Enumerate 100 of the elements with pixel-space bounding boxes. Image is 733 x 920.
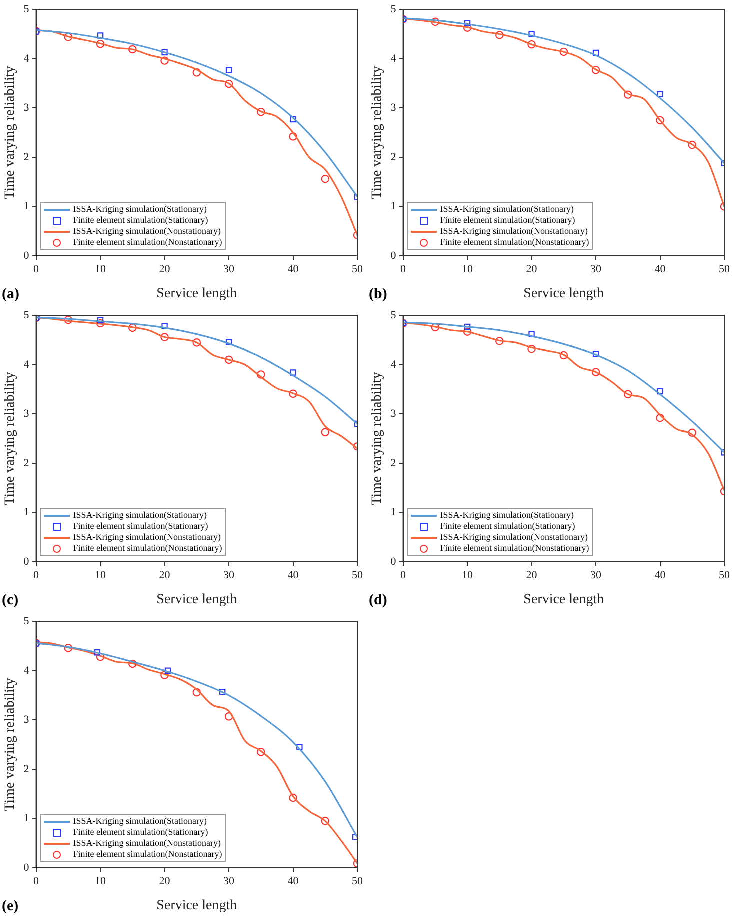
x-tick-label: 10 — [95, 569, 107, 582]
x-tick-label: 50 — [719, 263, 730, 276]
point — [592, 368, 600, 376]
point — [224, 80, 234, 88]
y-tick-label: 0 — [24, 862, 30, 874]
point — [656, 116, 664, 125]
point — [321, 817, 330, 826]
point — [256, 748, 266, 756]
y-tick-label: 5 — [24, 309, 30, 322]
point — [160, 56, 169, 65]
point — [256, 370, 266, 379]
y-tick-label: 3 — [24, 102, 30, 114]
x-tick-label: 30 — [224, 875, 236, 888]
x-tick-label: 0 — [34, 875, 40, 888]
legend-label: Finite element simulation(Stationary) — [73, 827, 208, 838]
point — [224, 356, 234, 364]
legend-label: Finite element simulation(Stationary) — [73, 215, 208, 226]
x-tick-label: 40 — [288, 875, 300, 888]
legend-label: ISSA-Kriging simulation(Stationary) — [73, 204, 208, 215]
point — [289, 794, 298, 802]
point — [192, 338, 202, 347]
y-tick-label: 0 — [390, 250, 397, 262]
y-tick-label: 4 — [24, 52, 30, 65]
y-tick-label: 4 — [24, 358, 30, 371]
y-tick-label: 5 — [390, 3, 397, 16]
x-tick-label: 20 — [159, 263, 171, 276]
point — [64, 316, 73, 324]
x-tick-label: 40 — [654, 569, 666, 582]
point — [528, 344, 536, 354]
legend-label: Finite element simulation(Stationary) — [440, 215, 576, 226]
y-tick-label: 3 — [390, 408, 397, 420]
legend-label: ISSA-Kriging simulation(Stationary) — [73, 816, 208, 827]
x-tick-label: 50 — [352, 875, 364, 888]
point — [64, 33, 73, 42]
y-tick-label: 4 — [390, 358, 397, 371]
y-axis-title: Time varying reliability — [3, 372, 18, 506]
x-axis-title: Service length — [156, 592, 238, 608]
point — [656, 414, 664, 422]
legend-label: ISSA-Kriging simulation(Nonstationary) — [73, 532, 222, 543]
point — [256, 108, 266, 116]
legend-label: Finite element simulation(Stationary) — [440, 521, 576, 532]
legend-label: Finite element simulation(Stationary) — [73, 521, 208, 532]
y-axis-title: Time varying reliability — [3, 66, 18, 200]
legend-label: ISSA-Kriging simulation(Nonstationary) — [440, 226, 588, 237]
point — [592, 66, 600, 74]
legend-label: ISSA-Kriging simulation(Nonstationary) — [73, 838, 222, 849]
x-tick-label: 10 — [462, 569, 474, 582]
legend-label: ISSA-Kriging simulation(Nonstationary) — [73, 226, 222, 237]
x-tick-label: 0 — [34, 569, 40, 582]
y-tick-label: 2 — [24, 763, 30, 776]
x-tick-label: 20 — [526, 263, 538, 276]
point — [96, 652, 105, 662]
point — [97, 32, 104, 39]
x-tick-label: 30 — [590, 263, 602, 276]
point — [64, 644, 73, 652]
point — [226, 67, 232, 74]
x-tick-label: 10 — [95, 263, 107, 276]
y-tick-label: 2 — [24, 151, 30, 164]
y-tick-label: 2 — [24, 457, 30, 470]
y-tick-label: 1 — [390, 200, 396, 213]
point — [160, 333, 169, 342]
y-tick-label: 2 — [390, 457, 396, 470]
point — [289, 132, 298, 141]
point — [96, 40, 105, 48]
x-tick-label: 10 — [95, 875, 107, 888]
point — [688, 428, 697, 438]
point — [128, 660, 137, 668]
point — [290, 370, 296, 376]
point — [224, 712, 234, 721]
point — [321, 174, 330, 184]
point — [528, 31, 535, 38]
x-tick-label: 30 — [224, 569, 236, 582]
point — [463, 328, 472, 336]
legend-label: ISSA-Kriging simulation(Stationary) — [73, 510, 208, 521]
point — [528, 331, 535, 338]
x-tick-label: 0 — [400, 569, 407, 582]
y-tick-label: 4 — [24, 664, 30, 677]
y-tick-label: 1 — [390, 506, 396, 519]
point — [496, 337, 504, 346]
x-axis-title: Service length — [524, 286, 604, 302]
point — [431, 18, 440, 26]
y-tick-label: 0 — [24, 556, 30, 568]
point — [128, 45, 137, 54]
point — [657, 388, 664, 395]
point — [464, 20, 471, 26]
y-tick-label: 2 — [390, 151, 396, 164]
point — [528, 40, 536, 49]
x-tick-label: 0 — [34, 263, 40, 276]
text: (e) — [2, 898, 19, 914]
y-axis-title: Time varying reliability — [370, 66, 386, 200]
x-tick-label: 20 — [159, 875, 171, 888]
x-axis-title: Service length — [156, 286, 238, 302]
text: (a) — [2, 286, 20, 302]
x-tick-label: 40 — [654, 263, 666, 276]
point — [164, 668, 172, 674]
y-tick-label: 5 — [390, 309, 397, 322]
y-tick-label: 5 — [24, 3, 30, 16]
x-tick-label: 50 — [352, 263, 364, 276]
x-tick-label: 50 — [352, 569, 364, 582]
legend-label: Finite element simulation(Nonstationary) — [440, 237, 590, 248]
